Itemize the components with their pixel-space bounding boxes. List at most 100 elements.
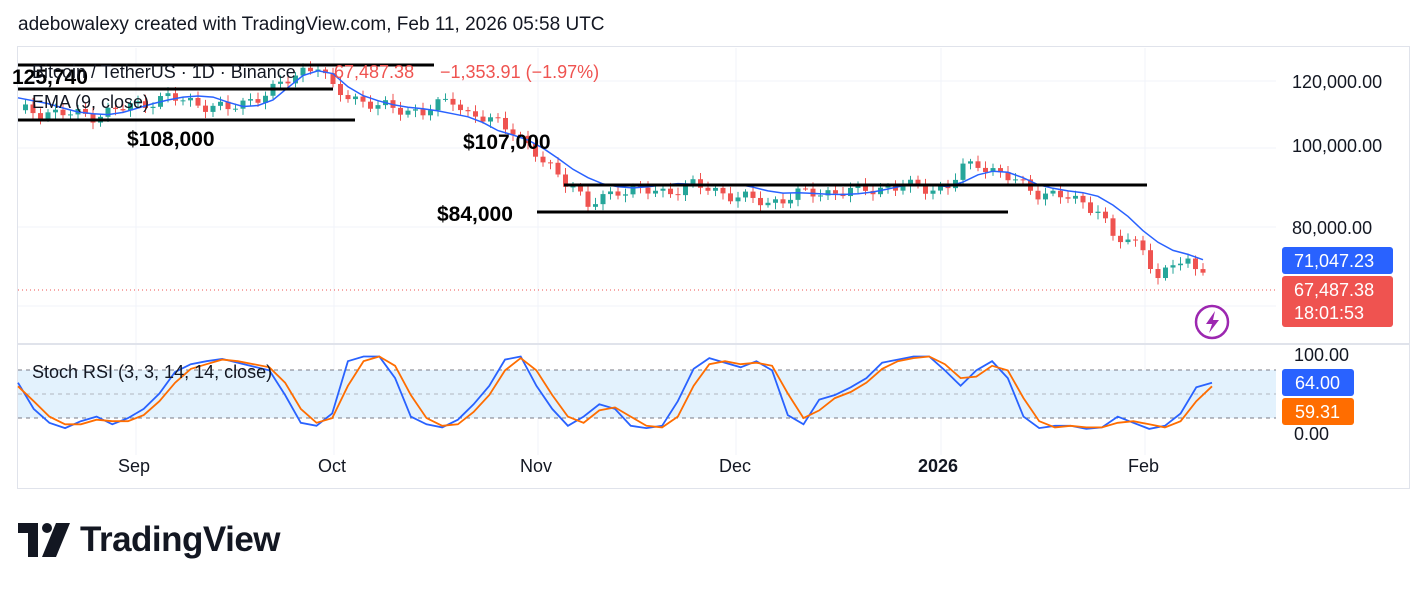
tradingview-logo-icon — [18, 523, 70, 557]
candle-body — [1050, 190, 1056, 194]
candle-body — [615, 191, 621, 196]
candle-body — [113, 107, 118, 110]
candle-body — [915, 179, 921, 186]
time-tick-oct: Oct — [318, 456, 346, 476]
candle-body — [495, 117, 501, 119]
candle-body — [1013, 179, 1018, 181]
candle-body — [255, 99, 261, 103]
stoch-tick-100: 100.00 — [1294, 345, 1349, 365]
candle-body — [795, 188, 801, 200]
candle-body — [150, 106, 156, 109]
candle-body — [1035, 190, 1041, 200]
candle-body — [83, 108, 88, 114]
candle-body — [210, 105, 216, 112]
candle-body — [458, 104, 463, 111]
candle-body — [278, 81, 283, 84]
candle-body — [353, 96, 358, 100]
candle-body — [45, 112, 51, 119]
candle-body — [743, 191, 748, 198]
legend-ema[interactable]: EMA (9, close) — [32, 92, 149, 112]
legend-price: 67,487.38 — [334, 62, 414, 82]
ema-price-label-bg — [1282, 247, 1393, 274]
candle-body — [360, 96, 366, 102]
candle-body — [1110, 218, 1116, 236]
candle-body — [848, 187, 853, 197]
candle-body — [1103, 211, 1108, 219]
candle-body — [90, 113, 96, 123]
candle-body — [705, 187, 711, 191]
candle-body — [563, 174, 568, 187]
candle-body — [203, 105, 208, 112]
candle-body — [225, 101, 231, 110]
price-tick-80000: 80,000.00 — [1292, 218, 1372, 238]
candle-body — [1185, 258, 1191, 264]
candle-body — [893, 186, 898, 191]
candle-body — [908, 179, 913, 187]
legend-symbol[interactable]: Bitcoin / TetherUS · 1D · Binance — [32, 62, 296, 82]
horizontal-levels[interactable] — [18, 63, 1147, 214]
candle-body — [165, 93, 171, 97]
candle-body — [863, 183, 868, 191]
candle-body — [120, 109, 126, 111]
time-tick-sep: Sep — [118, 456, 150, 476]
legend-stoch[interactable]: Stoch RSI (3, 3, 14, 14, close) — [32, 362, 272, 382]
candle-body — [728, 193, 733, 202]
candle-body — [443, 98, 448, 100]
candle-body — [1005, 172, 1011, 181]
candle-body — [735, 197, 741, 202]
candle-body — [645, 187, 651, 194]
candle-body — [885, 186, 891, 188]
candle-body — [503, 117, 508, 130]
candle-body — [1140, 240, 1146, 251]
candle-body — [488, 117, 493, 122]
candle-body — [660, 188, 666, 191]
candle-body — [818, 195, 823, 197]
candle-body — [825, 190, 831, 196]
candle-body — [780, 199, 786, 204]
candle-body — [450, 98, 456, 105]
candle-body — [608, 191, 613, 195]
candle-body — [413, 109, 418, 111]
candle-body — [683, 184, 688, 196]
candle-body — [1155, 269, 1161, 279]
candle-body — [900, 186, 906, 191]
candle-body — [30, 104, 36, 114]
stoch-k-label-bg — [1282, 369, 1354, 396]
candle-body — [1065, 197, 1071, 199]
candle-body — [960, 163, 966, 180]
candle-body — [765, 202, 771, 206]
bar-countdown: 18:01:53 — [1294, 303, 1364, 323]
annotation-125740: 125,740 — [12, 66, 88, 89]
candle-body — [1088, 202, 1093, 213]
stoch-k-label: 64.00 — [1295, 373, 1340, 393]
time-tick-2026: 2026 — [918, 456, 958, 476]
candle-body — [1163, 267, 1168, 279]
tradingview-logo[interactable]: TradingView — [18, 520, 281, 560]
candle-body — [555, 162, 561, 175]
candle-body — [368, 101, 373, 109]
candle-body — [173, 93, 178, 101]
candle-body — [1125, 239, 1131, 243]
candle-body — [23, 104, 28, 111]
candle-body — [480, 116, 486, 122]
candle-body — [1058, 190, 1063, 198]
candle-body — [1133, 239, 1138, 241]
candle-body — [773, 199, 778, 203]
candle-body — [1095, 211, 1101, 213]
time-tick-feb: Feb — [1128, 456, 1159, 476]
candle-body — [968, 161, 973, 164]
candle-body — [810, 188, 816, 197]
candle-body — [435, 99, 441, 111]
chart-caption: adebowalexy created with TradingView.com… — [18, 14, 605, 35]
candle-body — [630, 186, 636, 195]
candle-body — [38, 113, 43, 119]
annotation-108000: $108,000 — [127, 128, 215, 151]
candle-body — [600, 194, 606, 205]
lightning-icon[interactable] — [1194, 304, 1230, 340]
candle-body — [218, 101, 223, 106]
candle-body — [308, 67, 313, 72]
candle-body — [195, 97, 201, 106]
candle-body — [428, 110, 433, 116]
candle-body — [345, 95, 351, 100]
